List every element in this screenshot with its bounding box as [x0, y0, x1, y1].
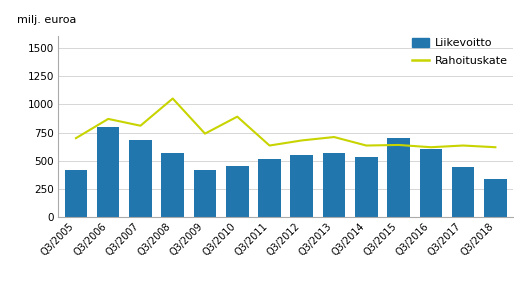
Bar — [65, 170, 87, 217]
Bar — [129, 140, 152, 217]
Bar — [258, 159, 281, 217]
Bar — [194, 170, 216, 217]
Bar — [323, 153, 345, 217]
Bar — [484, 179, 507, 217]
Text: milj. euroa: milj. euroa — [17, 15, 77, 25]
Bar — [387, 138, 410, 217]
Bar — [290, 155, 313, 217]
Bar — [452, 167, 475, 217]
Bar — [97, 127, 120, 217]
Bar — [226, 166, 249, 217]
Bar — [419, 149, 442, 217]
Bar — [161, 153, 184, 217]
Bar — [355, 157, 378, 217]
Legend: Liikevoitto, Rahoituskate: Liikevoitto, Rahoituskate — [412, 38, 507, 66]
